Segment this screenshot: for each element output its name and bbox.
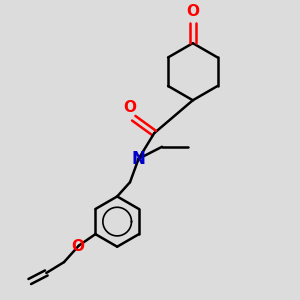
Text: N: N [132, 150, 145, 168]
Text: O: O [71, 239, 84, 254]
Text: O: O [124, 100, 136, 115]
Text: O: O [186, 4, 199, 19]
